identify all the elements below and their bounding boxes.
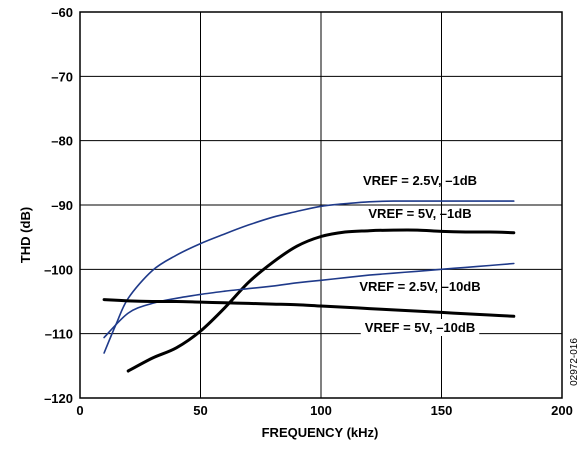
x-tick-label: 0 — [76, 403, 83, 418]
series-label: VREF = 2.5V, –10dB — [359, 279, 480, 294]
series-label-background — [360, 319, 480, 336]
y-tick-label: –120 — [44, 391, 73, 406]
tick-labels: 0 50 100 150 200 –60 –70 –80 –90 –100 –110 –120 — [44, 5, 573, 418]
series-line — [103, 262, 515, 339]
series-label: VREF = 5V, –10dB — [365, 320, 475, 335]
x-tick-label: 150 — [431, 403, 453, 418]
y-tick-label: –110 — [45, 327, 73, 342]
series-line — [126, 228, 516, 373]
figure-code: 02972-016 — [569, 338, 580, 386]
y-axis-title: THD (dB) — [18, 207, 33, 263]
x-tick-label: 100 — [310, 403, 332, 418]
series-label: VREF = 2.5V, –1dB — [363, 173, 477, 188]
grid-lines — [80, 12, 562, 398]
y-tick-label: –60 — [51, 5, 73, 20]
x-tick-label: 50 — [193, 403, 207, 418]
plot-frame — [79, 11, 563, 399]
series-labels: VREF = 2.5V, –1dB VREF = 5V, –1dB VREF = 2… — [359, 173, 481, 336]
series-line — [103, 200, 515, 354]
series-line — [102, 298, 516, 318]
y-tick-label: –100 — [44, 262, 73, 277]
x-axis-title: FREQUENCY (kHz) — [262, 425, 379, 440]
y-tick-label: –80 — [51, 134, 73, 149]
series-label: VREF = 5V, –1dB — [368, 206, 471, 221]
series-lines — [102, 200, 516, 373]
y-tick-label: –90 — [51, 198, 73, 213]
x-tick-label: 200 — [551, 403, 573, 418]
y-tick-label: –70 — [51, 69, 73, 84]
